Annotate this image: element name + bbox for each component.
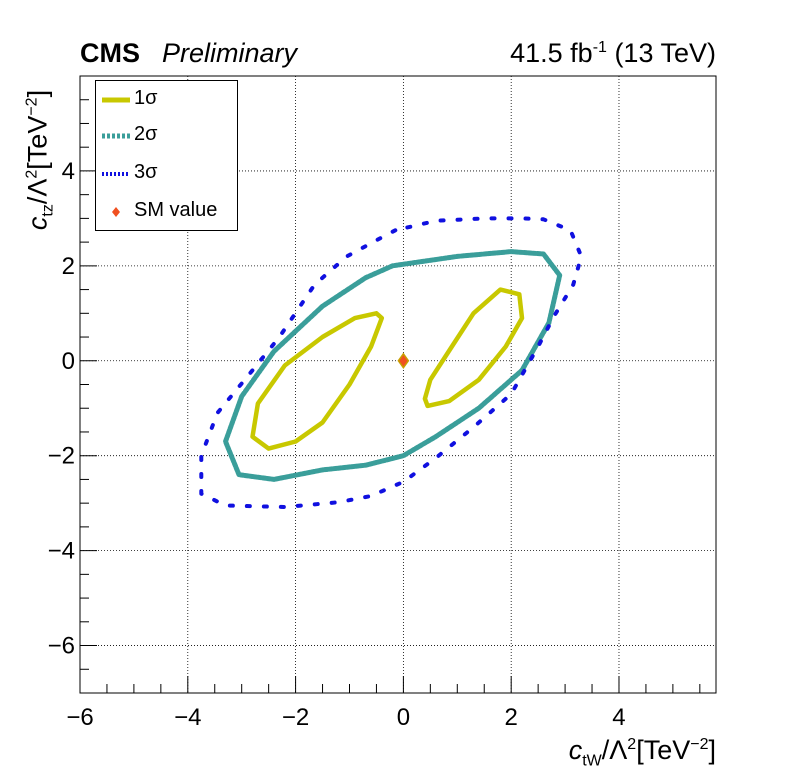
contour-2sigma-0 [223,249,563,482]
contour-1sigma-0 [250,311,385,451]
y-tick-label: 2 [62,253,75,280]
legend: 1σ 2σ 3σ SM value [95,80,238,231]
x-tick-label: −4 [174,704,201,731]
plot-frame [79,75,717,694]
y-tick-label: −2 [48,443,75,470]
lumi-exponent: -1 [592,39,607,56]
legend-label-1sigma: 1σ [134,87,158,109]
lumi-value: 41.5 fb [510,38,593,68]
sm-markers [397,352,410,370]
legend-swatch-2sigma [102,133,130,139]
x-tick-label: −2 [282,704,309,731]
x-tick-label: 2 [505,704,518,731]
legend-swatch-1sigma [102,97,130,103]
legend-swatch-3sigma [102,172,130,176]
x-tick-label: 0 [397,704,410,731]
energy-label: (13 TeV) [614,38,716,68]
x-tick-label: −6 [66,704,93,731]
y-tick-label: −6 [48,633,75,660]
status-label: Preliminary [162,38,298,68]
x-axis-label: ctW/Λ2[TeV−2] [568,735,716,770]
contour-1sigma-1 [422,287,525,409]
legend-entry-sm: SM value [96,197,237,227]
tick-labels: −6 −4 −2 0 2 4 −6 −4 −2 0 2 4 [48,158,626,731]
axis-ticks [79,75,701,694]
legend-entry-3sigma: 3σ [96,159,237,189]
y-tick-label: −4 [48,538,75,565]
legend-swatch-sm [112,207,120,217]
y-axis-label: ctz/Λ2[TeV−2] [22,89,57,231]
sm-value-point [397,352,410,370]
legend-entry-2sigma: 2σ [96,121,237,151]
legend-entry-1sigma: 1σ [96,85,237,115]
experiment-label: CMS [80,38,140,68]
legend-label-sm: SM value [134,199,218,221]
y-tick-label: 0 [62,348,75,375]
y-tick-label: 4 [62,158,75,185]
x-tick-label: 4 [612,704,625,731]
contour-curves [199,216,584,509]
legend-label-2sigma: 2σ [134,123,158,145]
luminosity-label: 41.5 fb-1 (13 TeV) [510,38,716,69]
legend-label-3sigma: 3σ [134,161,158,183]
